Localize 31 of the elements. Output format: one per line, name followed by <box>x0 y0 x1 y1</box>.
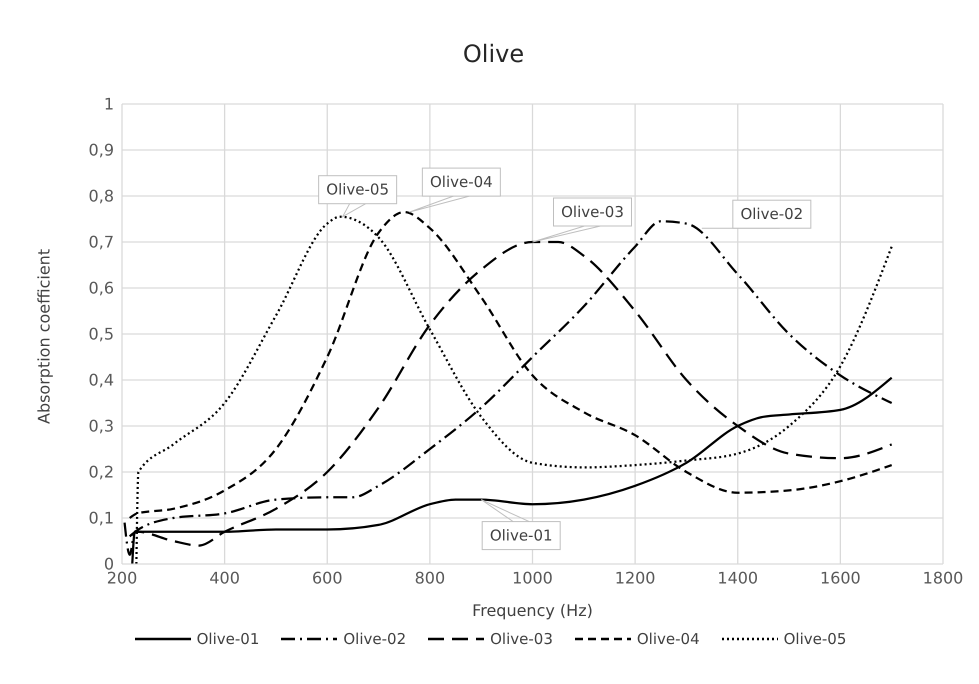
chart-title: Olive <box>462 40 526 68</box>
x-axis-title: Frequency (Hz) <box>472 601 593 620</box>
annotation: Olive-03 <box>561 203 624 221</box>
x-tick-label: 800 <box>414 568 446 588</box>
y-tick-label: 0,9 <box>88 140 114 160</box>
x-tick-label: 400 <box>209 568 240 588</box>
x-tick-label: 1400 <box>717 568 758 588</box>
legend-label: Olive-03 <box>490 630 553 648</box>
y-tick-label: 0,7 <box>88 232 114 252</box>
legend-label: Olive-01 <box>196 630 260 648</box>
legend-label: Olive-04 <box>636 630 700 648</box>
y-axis-title: Absorption coefficient <box>34 248 54 424</box>
x-tick-label: 1200 <box>614 568 656 588</box>
y-tick-label: 0,3 <box>88 416 114 436</box>
y-tick-label: 0,5 <box>88 324 114 344</box>
legend-label: Olive-02 <box>343 630 406 648</box>
y-tick-label: 0,2 <box>88 462 114 482</box>
y-tick-label: 0,8 <box>88 186 114 206</box>
y-tick-label: 0,6 <box>88 278 114 298</box>
legend-label: Olive-05 <box>784 630 846 648</box>
annotation: Olive-05 <box>326 180 390 199</box>
annotation: Olive-01 <box>490 526 553 545</box>
annotation: Olive-02 <box>740 205 804 224</box>
x-tick-label: 1800 <box>922 568 964 588</box>
x-tick-label: 1000 <box>512 568 553 588</box>
x-tick-label: 1600 <box>820 568 861 588</box>
annotation: Olive-04 <box>430 173 493 192</box>
x-tick-label: 600 <box>312 568 343 588</box>
y-tick-label: 0,4 <box>88 370 114 390</box>
y-tick-label: 1 <box>104 94 114 114</box>
y-tick-label: 0,1 <box>88 508 114 528</box>
